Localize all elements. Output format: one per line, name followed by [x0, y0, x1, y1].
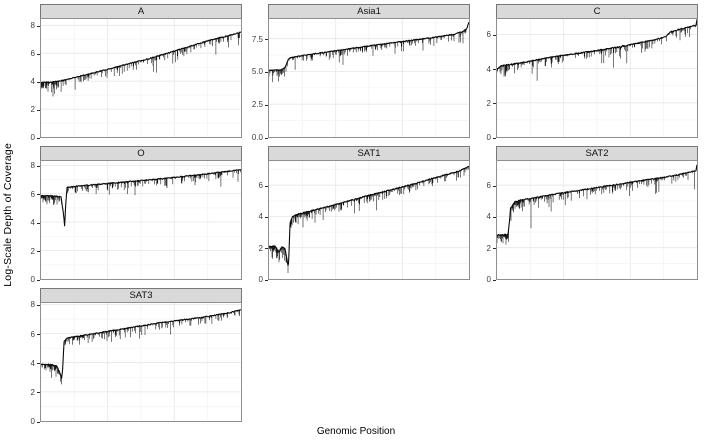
y-tick-label: 2 [259, 244, 268, 253]
facet-strip: SAT2 [496, 146, 698, 161]
coverage-plot-svg [41, 161, 241, 279]
y-tick-label: 4 [31, 78, 40, 86]
y-tick-label: 7.5 [252, 35, 268, 44]
facet-panel: SAT1 [268, 146, 470, 281]
facet-strip-label: SAT1 [357, 147, 381, 159]
facet-cell: 0 2 4 6 SAT1 [242, 146, 470, 284]
facet-panel: SAT2 [496, 146, 698, 281]
facet-strip: SAT3 [40, 288, 242, 303]
y-axis-ticks: 0 2 4 6 8 [14, 4, 40, 142]
coverage-line [269, 165, 469, 266]
coverage-plot-svg [269, 19, 469, 137]
y-tick-label: 0.0 [252, 134, 268, 142]
facet-strip: SAT1 [268, 146, 470, 161]
y-tick-label: 4 [259, 213, 268, 221]
y-tick-label: 0 [259, 276, 268, 284]
facet-strip: A [40, 4, 242, 19]
facet-cell: 0 2 4 6 8 O [14, 146, 242, 284]
facet-strip-label: Asia1 [357, 5, 381, 17]
y-tick-label: 6 [31, 330, 40, 339]
facet-panel: O [40, 146, 242, 281]
facet-grid: 0 2 4 6 8 A 0.0 2.5 5.0 7.5 Asia1 0 2 4 6 C [14, 4, 698, 426]
y-tick-label: 0 [31, 276, 40, 284]
y-tick-label: 4 [487, 213, 496, 221]
coverage-plot-svg [41, 19, 241, 137]
facet-strip-label: SAT2 [585, 147, 609, 159]
facet-strip: O [40, 146, 242, 161]
facet-cell: 0 2 4 6 SAT2 [470, 146, 698, 284]
facet-strip: C [496, 4, 698, 19]
y-axis-ticks: 0 2 4 6 [470, 4, 496, 142]
y-tick-label: 6 [487, 182, 496, 190]
y-axis-ticks: 0 2 4 6 [470, 146, 496, 284]
y-axis-ticks: 0 2 4 6 [242, 146, 268, 284]
y-tick-label: 2.5 [252, 101, 268, 109]
facet-panel: SAT3 [40, 288, 242, 423]
y-tick-label: 6 [31, 50, 40, 58]
y-tick-label: 0 [487, 134, 496, 142]
facet-strip: Asia1 [268, 4, 470, 19]
y-tick-label: 0 [31, 418, 40, 426]
y-tick-label: 0 [31, 134, 40, 142]
coverage-line [41, 309, 241, 379]
y-axis-ticks: 0.0 2.5 5.0 7.5 [242, 4, 268, 142]
plot-area [40, 18, 242, 138]
coverage-line [41, 31, 241, 84]
y-tick-label: 2 [487, 99, 496, 108]
y-tick-label: 5.0 [252, 68, 268, 76]
y-axis-title: Log-Scale Depth of Coverage [2, 143, 14, 287]
y-tick-label: 6 [487, 31, 496, 39]
coverage-line [269, 21, 469, 72]
plot-area [268, 160, 470, 280]
coverage-line [497, 164, 697, 237]
facet-strip-label: O [137, 147, 145, 159]
coverage-plot-svg [269, 161, 469, 279]
facet-cell: 0.0 2.5 5.0 7.5 Asia1 [242, 4, 470, 142]
y-tick-label: 0 [487, 276, 496, 284]
plot-area [40, 302, 242, 422]
facet-panel: Asia1 [268, 4, 470, 139]
coverage-line [497, 19, 697, 70]
facet-cell: 0 2 4 6 8 SAT3 [14, 288, 242, 426]
plot-area [496, 160, 698, 280]
y-tick-label: 2 [31, 106, 40, 114]
facet-cell: 0 2 4 6 8 A [14, 4, 242, 142]
coverage-plot-svg [497, 19, 697, 137]
facet-strip-label: C [593, 5, 601, 17]
coverage-spikes [41, 310, 240, 385]
plot-area [496, 18, 698, 138]
facet-panel: C [496, 4, 698, 139]
y-tick-label: 6 [259, 182, 268, 190]
facet-panel: A [40, 4, 242, 139]
coverage-plot-svg [41, 303, 241, 421]
facet-cell: 0 2 4 6 C [470, 4, 698, 142]
y-axis-ticks: 0 2 4 6 8 [14, 146, 40, 284]
coverage-line [41, 169, 241, 227]
facet-strip-label: SAT3 [129, 289, 153, 301]
y-tick-label: 8 [31, 162, 40, 170]
plot-area [268, 18, 470, 138]
y-tick-label: 8 [31, 22, 40, 30]
y-axis-ticks: 0 2 4 6 8 [14, 288, 40, 426]
y-tick-label: 2 [487, 244, 496, 253]
y-tick-label: 2 [31, 247, 40, 256]
y-tick-label: 4 [31, 219, 40, 227]
facet-strip-label: A [137, 5, 145, 17]
y-tick-label: 4 [31, 359, 40, 368]
plot-area [40, 160, 242, 280]
y-tick-label: 6 [31, 190, 40, 199]
y-tick-label: 2 [31, 388, 40, 397]
coverage-spikes [41, 32, 240, 97]
coverage-plot-svg [497, 161, 697, 279]
y-tick-label: 4 [487, 65, 496, 74]
y-tick-label: 8 [31, 301, 40, 309]
x-axis-title: Genomic Position [316, 426, 396, 437]
